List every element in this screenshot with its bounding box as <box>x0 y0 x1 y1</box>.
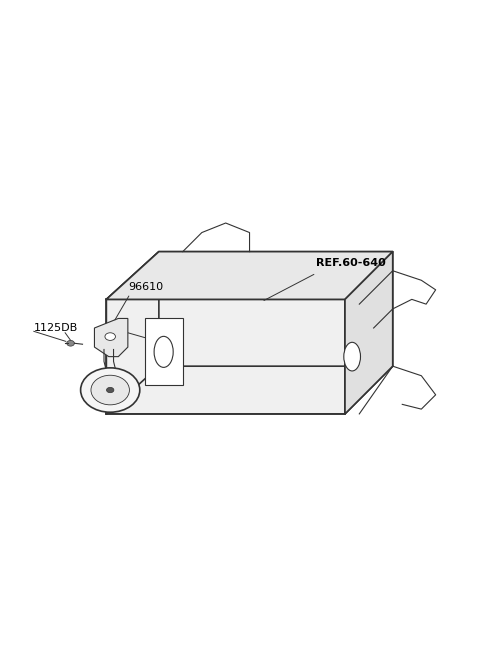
Ellipse shape <box>91 375 130 405</box>
Ellipse shape <box>107 388 114 393</box>
Polygon shape <box>107 252 393 299</box>
Polygon shape <box>107 299 345 414</box>
Ellipse shape <box>344 342 360 371</box>
Text: REF.60-640: REF.60-640 <box>316 258 386 268</box>
Ellipse shape <box>67 340 74 346</box>
Polygon shape <box>345 252 393 414</box>
Text: 1125DB: 1125DB <box>34 323 78 333</box>
Ellipse shape <box>81 368 140 412</box>
Ellipse shape <box>154 337 173 367</box>
Polygon shape <box>95 318 128 357</box>
Ellipse shape <box>105 333 116 340</box>
Text: 96610: 96610 <box>128 282 163 292</box>
Polygon shape <box>144 318 183 385</box>
